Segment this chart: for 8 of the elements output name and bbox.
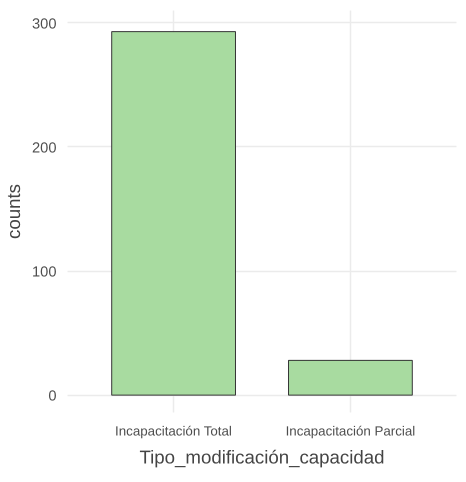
y-tick-label: 300 [32,16,57,32]
x-tick-label: Incapacitación Total [115,424,232,438]
y-tick-label: 100 [32,264,57,281]
y-tick-label: 200 [32,140,57,156]
y-tick-label: 0 [48,388,57,405]
y-axis-title: counts [3,184,24,239]
x-axis-title: Tipo_modificación_capacidad [139,446,385,468]
x-tick-label: Incapacitación Parcial [286,424,416,438]
